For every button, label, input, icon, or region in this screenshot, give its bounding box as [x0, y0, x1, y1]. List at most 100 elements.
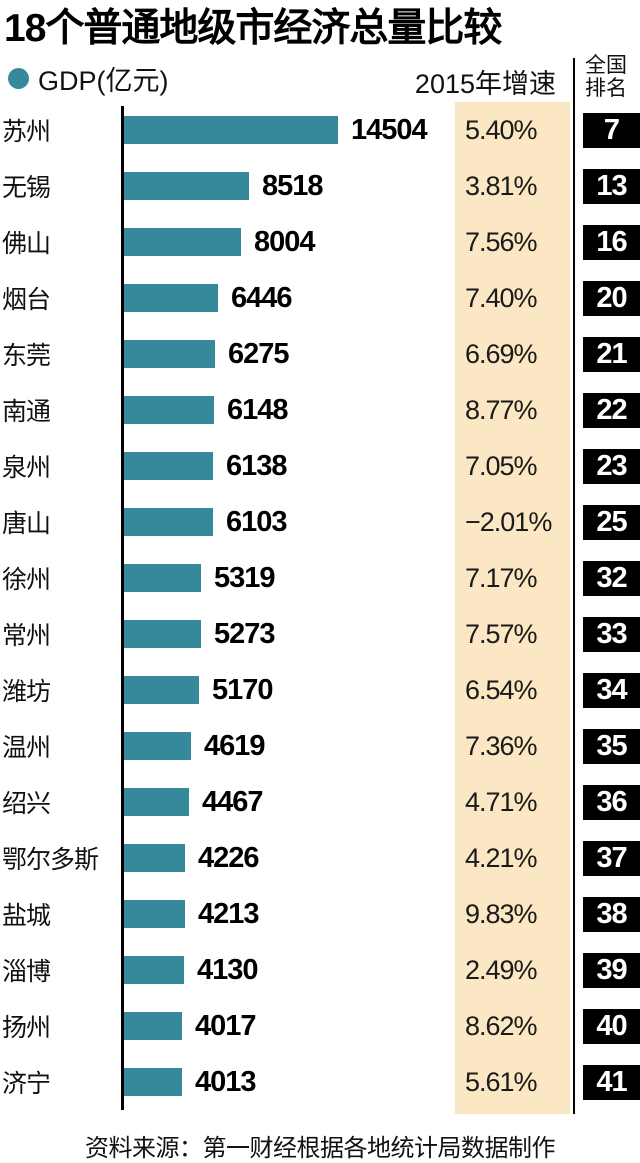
- growth-value: 4.71%: [465, 786, 538, 817]
- gdp-bar: [122, 844, 185, 872]
- gdp-bar: [122, 1012, 182, 1040]
- bar-cell: 6148: [122, 394, 455, 427]
- bar-cell: 6103: [122, 506, 455, 539]
- table-row: 潍坊 5170 6.54% 34: [0, 662, 640, 718]
- rank-badge: 21: [583, 336, 640, 372]
- gdp-value: 5273: [214, 617, 276, 650]
- rank-badge: 33: [583, 616, 640, 652]
- city-label: 东莞: [2, 342, 51, 370]
- rank-badge: 37: [583, 840, 640, 876]
- growth-value: 4.21%: [465, 842, 538, 873]
- city-label: 唐山: [2, 510, 51, 538]
- gdp-bar: [122, 732, 191, 760]
- rank-header-line1: 全国: [585, 54, 627, 77]
- gdp-bar: [122, 172, 249, 200]
- growth-value: 9.83%: [465, 898, 538, 929]
- gdp-bar: [122, 284, 218, 312]
- rank-cell: 23: [573, 448, 640, 484]
- rank-header-line2: 排名: [585, 77, 627, 100]
- gdp-bar: [122, 1068, 182, 1096]
- rank-cell: 41: [573, 1064, 640, 1100]
- growth-value: 6.54%: [465, 674, 538, 705]
- gdp-value: 14504: [351, 113, 428, 146]
- data-source-note: 资料来源：第一财经根据各地统计局数据制作: [85, 1135, 556, 1162]
- rank-badge: 40: [583, 1008, 640, 1044]
- table-row: 绍兴 4467 4.71% 36: [0, 774, 640, 830]
- page-title: 18个普通地级市经济总量比较: [4, 7, 502, 50]
- rank-cell: 36: [573, 784, 640, 820]
- city-label: 佛山: [2, 230, 51, 258]
- rank-cell: 38: [573, 896, 640, 932]
- rank-badge: 32: [583, 560, 640, 596]
- rank-cell: 34: [573, 672, 640, 708]
- gdp-legend-label: GDP(亿元): [38, 65, 169, 96]
- table-row: 南通 6148 8.77% 22: [0, 382, 640, 438]
- rank-badge: 34: [583, 672, 640, 708]
- rank-badge: 41: [583, 1064, 640, 1100]
- gdp-bar: [122, 116, 338, 144]
- gdp-value: 4213: [198, 897, 260, 930]
- bar-cell: 5170: [122, 674, 455, 707]
- city-label: 无锡: [2, 174, 51, 202]
- gdp-value: 4130: [197, 953, 259, 986]
- gdp-value: 4017: [195, 1009, 257, 1042]
- table-row: 盐城 4213 9.83% 38: [0, 886, 640, 942]
- rank-badge: 16: [583, 224, 640, 260]
- gdp-bar: [122, 228, 241, 256]
- bar-cell: 8518: [122, 170, 455, 203]
- chart-axis-line: [121, 106, 124, 1110]
- table-row: 徐州 5319 7.17% 32: [0, 550, 640, 606]
- growth-value: 8.77%: [465, 394, 538, 425]
- rank-badge: 38: [583, 896, 640, 932]
- rank-column-divider: [573, 58, 575, 1114]
- rank-cell: 16: [573, 224, 640, 260]
- city-label: 南通: [2, 398, 51, 426]
- rank-cell: 39: [573, 952, 640, 988]
- gdp-bar: [122, 452, 213, 480]
- bar-cell: 4013: [122, 1066, 455, 1099]
- growth-value: 6.69%: [465, 338, 538, 369]
- table-row: 苏州 14504 5.40% 7: [0, 102, 640, 158]
- growth-value: 2.49%: [465, 954, 538, 985]
- city-label: 常州: [2, 622, 51, 650]
- rank-badge: 13: [583, 168, 640, 204]
- gdp-bar: [122, 508, 213, 536]
- gdp-value: 8004: [254, 225, 316, 258]
- gdp-bar: [122, 956, 184, 984]
- gdp-value: 6275: [228, 337, 290, 370]
- rank-cell: 37: [573, 840, 640, 876]
- growth-value: 7.05%: [465, 450, 538, 481]
- growth-value: 5.40%: [465, 114, 538, 145]
- table-row: 烟台 6446 7.40% 20: [0, 270, 640, 326]
- rank-badge: 35: [583, 728, 640, 764]
- legend-row: GDP(亿元) 2015年增速 全国 排名: [0, 54, 640, 102]
- growth-column-header: 2015年增速: [414, 69, 556, 99]
- growth-value: 8.62%: [465, 1010, 538, 1041]
- rank-cell: 7: [573, 112, 640, 148]
- rank-cell: 35: [573, 728, 640, 764]
- gdp-value: 4226: [198, 841, 260, 874]
- table-row: 泉州 6138 7.05% 23: [0, 438, 640, 494]
- city-label: 温州: [2, 734, 51, 762]
- city-label: 泉州: [2, 454, 51, 482]
- growth-value: 3.81%: [465, 170, 538, 201]
- gdp-value: 5170: [212, 673, 274, 706]
- city-label: 徐州: [2, 566, 51, 594]
- gdp-value: 6148: [227, 393, 289, 426]
- gdp-bar: [122, 676, 199, 704]
- bar-cell: 5319: [122, 562, 455, 595]
- gdp-bar: [122, 396, 214, 424]
- rank-badge: 25: [583, 504, 640, 540]
- table-row: 唐山 6103 −2.01% 25: [0, 494, 640, 550]
- bar-cell: 5273: [122, 618, 455, 651]
- growth-value: 7.40%: [465, 282, 538, 313]
- table-row: 扬州 4017 8.62% 40: [0, 998, 640, 1054]
- gdp-value: 4619: [204, 729, 266, 762]
- gdp-value: 6138: [226, 449, 288, 482]
- city-label: 潍坊: [2, 678, 51, 706]
- city-label: 苏州: [2, 118, 51, 146]
- table-row: 东莞 6275 6.69% 21: [0, 326, 640, 382]
- gdp-bar: [122, 620, 201, 648]
- rank-badge: 7: [583, 112, 640, 148]
